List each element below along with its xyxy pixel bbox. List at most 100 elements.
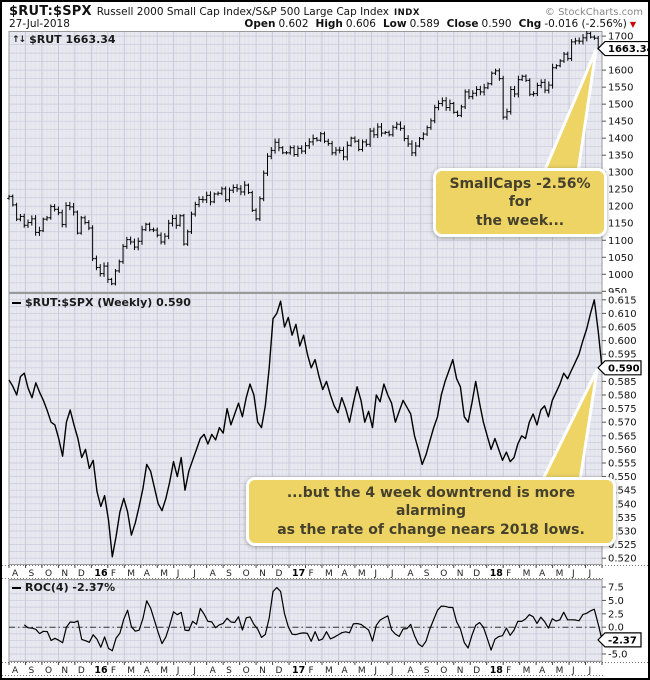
svg-text:M: M bbox=[127, 666, 135, 676]
svg-text:A: A bbox=[407, 666, 414, 676]
svg-text:A: A bbox=[210, 666, 217, 676]
ratio-callout-line1: ...but the 4 week downtrend is more alar… bbox=[286, 485, 576, 520]
svg-text:M: M bbox=[160, 569, 168, 579]
grid bbox=[8, 579, 603, 662]
last-value-tag: 0.590 bbox=[597, 360, 642, 376]
svg-text:-2.37: -2.37 bbox=[608, 635, 637, 646]
svg-text:M: M bbox=[556, 569, 564, 579]
svg-text:1500: 1500 bbox=[608, 100, 633, 111]
svg-text:M: M bbox=[325, 666, 333, 676]
svg-text:M: M bbox=[523, 666, 531, 676]
svg-text:N: N bbox=[457, 569, 464, 579]
svg-text:O: O bbox=[440, 666, 447, 676]
svg-text:1000: 1000 bbox=[608, 270, 633, 281]
svg-text:J: J bbox=[176, 569, 180, 579]
svg-text:0.575: 0.575 bbox=[608, 404, 637, 415]
ratio-legend-label: $RUT:$SPX (Weekly) 0.590 bbox=[25, 296, 191, 309]
svg-text:F: F bbox=[506, 666, 511, 676]
svg-text:O: O bbox=[45, 569, 52, 579]
svg-text:-5.0: -5.0 bbox=[608, 649, 628, 660]
svg-text:J: J bbox=[176, 666, 180, 676]
svg-text:0.610: 0.610 bbox=[608, 309, 637, 320]
svg-text:1100: 1100 bbox=[608, 236, 633, 247]
svg-text:J: J bbox=[390, 666, 394, 676]
quote-value: 0.606 bbox=[345, 18, 376, 30]
svg-text:950: 950 bbox=[608, 287, 627, 293]
svg-text:D: D bbox=[473, 666, 480, 676]
roc-legend-label: ROC(4) -2.37% bbox=[25, 581, 116, 594]
svg-text:O: O bbox=[440, 569, 447, 579]
quote-value: 0.589 bbox=[409, 18, 440, 30]
svg-text:5.0: 5.0 bbox=[608, 596, 624, 607]
svg-text:0.570: 0.570 bbox=[608, 418, 637, 429]
svg-text:M: M bbox=[358, 569, 366, 579]
svg-text:F: F bbox=[506, 569, 511, 579]
svg-text:1200: 1200 bbox=[608, 202, 633, 213]
svg-text:S: S bbox=[424, 666, 430, 676]
last-value-tag: 1663.34 bbox=[597, 40, 648, 57]
svg-text:0.605: 0.605 bbox=[608, 323, 637, 334]
svg-text:M: M bbox=[325, 569, 333, 579]
svg-text:N: N bbox=[61, 569, 68, 579]
quote-value: -0.016 (-2.56%) bbox=[544, 18, 627, 30]
quote-label: Open bbox=[244, 18, 276, 30]
svg-text:1663.34: 1663.34 bbox=[608, 44, 648, 55]
quote-row: 27-Jul-2018 Open 0.602 High 0.606 Low 0.589 Cl… bbox=[9, 18, 636, 31]
svg-text:A: A bbox=[539, 666, 546, 676]
svg-text:16: 16 bbox=[94, 568, 108, 579]
svg-text:18: 18 bbox=[490, 568, 504, 579]
chart-date: 27-Jul-2018 bbox=[9, 18, 70, 30]
svg-text:N: N bbox=[259, 569, 266, 579]
svg-text:D: D bbox=[276, 666, 283, 676]
price-callout: SmallCaps -2.56% for the week... bbox=[433, 168, 607, 238]
svg-text:N: N bbox=[259, 666, 266, 676]
svg-text:17: 17 bbox=[292, 665, 305, 676]
svg-text:1350: 1350 bbox=[608, 151, 633, 162]
svg-text:0.590: 0.590 bbox=[608, 363, 640, 374]
svg-text:M: M bbox=[358, 666, 366, 676]
svg-text:A: A bbox=[144, 666, 151, 676]
line-swatch-icon bbox=[12, 301, 21, 304]
svg-text:0.540: 0.540 bbox=[608, 499, 637, 510]
svg-text:S: S bbox=[226, 569, 232, 579]
svg-text:A: A bbox=[144, 569, 151, 579]
svg-text:O: O bbox=[243, 666, 250, 676]
price-callout-line2: the week... bbox=[475, 212, 565, 229]
quote-label: Chg bbox=[518, 18, 542, 30]
svg-text:F: F bbox=[111, 666, 116, 676]
roc-legend: ROC(4) -2.37% bbox=[12, 581, 115, 594]
roc-line-series bbox=[23, 587, 603, 652]
svg-text:S: S bbox=[424, 569, 430, 579]
price-callout-line1: SmallCaps -2.56% for bbox=[449, 176, 591, 211]
quote-value: 0.590 bbox=[481, 18, 512, 30]
ratio-callout-line2: as the rate of change nears 2018 lows. bbox=[277, 521, 585, 538]
svg-text:J: J bbox=[571, 666, 575, 676]
svg-text:J: J bbox=[373, 666, 377, 676]
svg-text:0.525: 0.525 bbox=[608, 540, 637, 551]
svg-text:17: 17 bbox=[292, 568, 305, 579]
svg-text:0.555: 0.555 bbox=[608, 459, 637, 470]
ohlc-quote: Open 0.602 High 0.606 Low 0.589 Close 0.590 Chg -… bbox=[237, 18, 626, 30]
svg-text:S: S bbox=[28, 569, 34, 579]
chart-header: $RUT:$SPX Russell 2000 Small Cap Index/S… bbox=[9, 4, 643, 19]
svg-text:0.565: 0.565 bbox=[608, 431, 637, 442]
svg-text:0.585: 0.585 bbox=[608, 377, 637, 388]
ratio-legend: $RUT:$SPX (Weekly) 0.590 bbox=[12, 296, 191, 309]
svg-text:M: M bbox=[127, 569, 135, 579]
svg-text:S: S bbox=[226, 666, 232, 676]
svg-text:S: S bbox=[28, 666, 34, 676]
svg-text:18: 18 bbox=[490, 665, 504, 676]
svg-text:1550: 1550 bbox=[608, 83, 633, 94]
svg-text:J: J bbox=[390, 569, 394, 579]
quote-label: High bbox=[315, 18, 343, 30]
svg-text:D: D bbox=[78, 569, 85, 579]
symbol-title: $RUT:$SPX bbox=[9, 4, 92, 19]
svg-text:F: F bbox=[309, 666, 314, 676]
svg-text:J: J bbox=[192, 666, 196, 676]
svg-text:J: J bbox=[588, 569, 592, 579]
svg-text:O: O bbox=[45, 666, 52, 676]
stockcharts-credit: © StockCharts.com bbox=[544, 7, 643, 18]
svg-text:A: A bbox=[210, 569, 217, 579]
line-swatch-icon bbox=[12, 586, 21, 589]
svg-text:O: O bbox=[243, 569, 250, 579]
